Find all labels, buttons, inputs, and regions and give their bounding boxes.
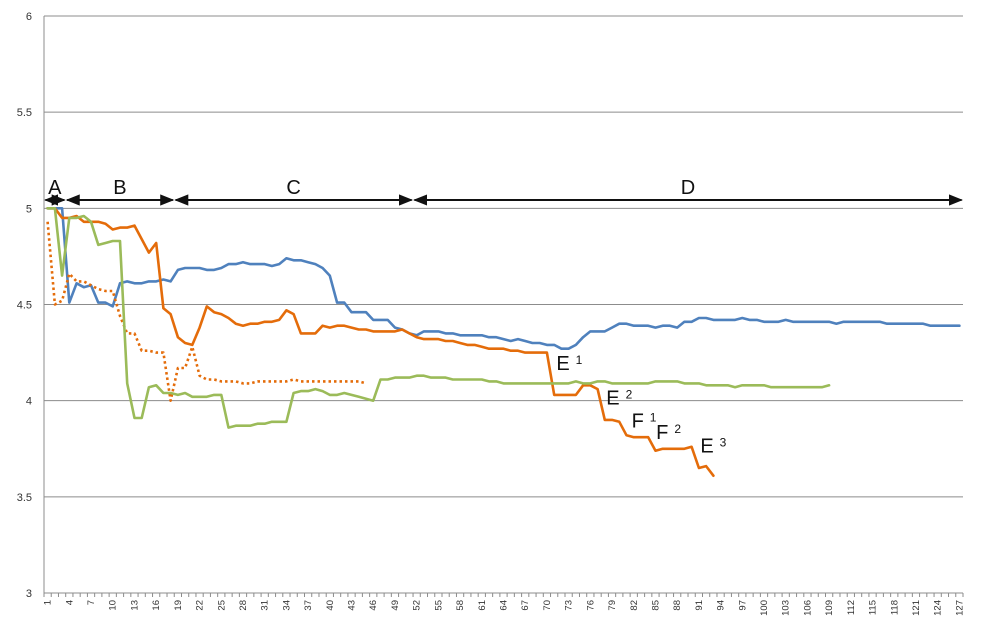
series-line-3 xyxy=(46,221,367,403)
x-tick-label: 76 xyxy=(585,600,596,611)
x-tick-label: 4 xyxy=(64,600,75,605)
x-tick-label: 124 xyxy=(933,600,944,616)
annotation-subscript: 2 xyxy=(626,388,633,402)
phase-label-A: A xyxy=(48,177,62,199)
x-tick-label: 25 xyxy=(216,600,227,611)
x-tick-label: 82 xyxy=(629,600,640,611)
x-tick-label: 55 xyxy=(433,600,444,611)
phase-markers: A B C D xyxy=(44,177,963,206)
phase-label-B: B xyxy=(113,177,126,199)
y-tick-label: 5 xyxy=(26,203,32,215)
x-tick-label: 97 xyxy=(737,600,748,611)
x-tick-label: 112 xyxy=(846,600,857,615)
y-tick-label: 6 xyxy=(26,11,32,23)
x-tick-label: 67 xyxy=(520,600,531,611)
x-tick-label: 121 xyxy=(911,600,922,616)
x-tick-label: 22 xyxy=(195,600,206,611)
x-tick-label: 49 xyxy=(390,600,401,611)
x-tick-label: 43 xyxy=(347,600,358,611)
point-annotations: E 1E 2F 1F 2E 3 xyxy=(556,353,726,458)
x-tick-label: 34 xyxy=(281,600,292,611)
x-tick-label: 85 xyxy=(650,600,661,611)
gridlines xyxy=(44,15,963,594)
y-tick-label: 4.5 xyxy=(17,300,32,312)
series-line-1 xyxy=(46,207,961,351)
axes: 33.544.555.561 4 7 10 13 16 19 22 25 28 31 34 37 40 43… xyxy=(17,11,966,616)
x-tick-label: 28 xyxy=(238,600,249,611)
x-tick-label: 115 xyxy=(868,600,879,615)
annotation-letter: E xyxy=(606,388,619,410)
x-tick-label: 94 xyxy=(716,600,727,611)
x-tick-label: 106 xyxy=(802,600,813,616)
x-tick-label: 109 xyxy=(824,600,835,616)
y-tick-label: 5.5 xyxy=(17,107,32,119)
x-tick-label: 91 xyxy=(694,600,705,611)
x-tick-label: 37 xyxy=(303,600,314,611)
x-tick-label: 19 xyxy=(173,600,184,611)
x-tick-label: 46 xyxy=(368,600,379,611)
x-tick-label: 73 xyxy=(564,600,575,611)
x-tick-label: 64 xyxy=(499,600,510,611)
x-tick-label: 58 xyxy=(455,600,466,611)
series-line-4 xyxy=(46,207,831,429)
x-tick-label: 100 xyxy=(759,600,770,616)
x-tick-label: 40 xyxy=(325,600,336,611)
x-tick-label: 88 xyxy=(672,600,683,611)
x-tick-label: 1 xyxy=(43,600,54,605)
x-tick-label: 70 xyxy=(542,600,553,611)
annotation-subscript: 1 xyxy=(576,353,583,367)
annotation-subscript: 3 xyxy=(720,436,727,450)
x-tick-label: 16 xyxy=(151,600,162,611)
annotation-letter: E xyxy=(700,436,713,458)
annotation-letter: F xyxy=(632,411,644,433)
annotation-subscript: 1 xyxy=(650,411,657,425)
x-tick-label: 61 xyxy=(477,600,488,611)
x-tick-label: 79 xyxy=(607,600,618,611)
y-tick-label: 4 xyxy=(26,396,32,408)
series-lines xyxy=(46,207,961,478)
x-tick-label: 10 xyxy=(108,600,119,611)
x-tick-label: 118 xyxy=(889,600,900,615)
x-tick-label: 103 xyxy=(781,600,792,616)
x-tick-label: 127 xyxy=(954,600,965,616)
x-tick-label: 52 xyxy=(412,600,423,611)
x-tick-label: 31 xyxy=(260,600,271,611)
annotation-letter: F xyxy=(656,422,668,444)
phase-label-C: C xyxy=(286,177,300,199)
series-line-2 xyxy=(46,207,715,478)
x-tick-label: 13 xyxy=(129,600,140,611)
phase-label-D: D xyxy=(681,177,695,199)
annotation-letter: E xyxy=(556,353,569,375)
annotation-subscript: 2 xyxy=(674,422,681,436)
x-tick-label: 7 xyxy=(86,600,97,605)
y-tick-label: 3.5 xyxy=(17,492,32,504)
y-tick-label: 3 xyxy=(26,588,32,600)
